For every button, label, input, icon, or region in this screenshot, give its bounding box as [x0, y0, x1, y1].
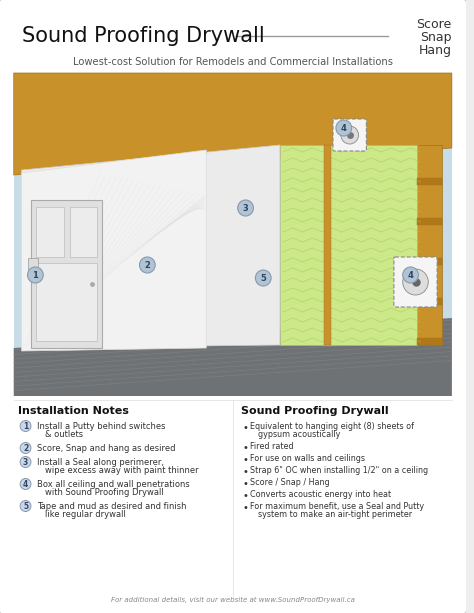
Circle shape — [336, 120, 352, 136]
Text: 1: 1 — [32, 270, 38, 280]
Text: •: • — [243, 491, 248, 501]
FancyBboxPatch shape — [333, 119, 366, 151]
Text: For additional details, visit our website at www.SoundProofDrywall.ca: For additional details, visit our websit… — [111, 597, 355, 603]
Polygon shape — [418, 218, 442, 225]
Polygon shape — [22, 145, 280, 348]
Circle shape — [238, 200, 254, 216]
Circle shape — [139, 257, 155, 273]
Text: •: • — [243, 503, 248, 513]
Text: Converts acoustic energy into heat: Converts acoustic energy into heat — [250, 490, 392, 499]
Bar — [36, 263, 97, 341]
Text: •: • — [243, 479, 248, 489]
Circle shape — [403, 267, 419, 283]
Polygon shape — [86, 170, 108, 200]
Polygon shape — [22, 150, 206, 351]
Circle shape — [20, 479, 31, 490]
Text: Score: Score — [417, 18, 452, 31]
FancyBboxPatch shape — [394, 257, 437, 307]
Text: Fired rated: Fired rated — [250, 442, 294, 451]
Bar — [324, 145, 331, 345]
Text: 5: 5 — [260, 273, 266, 283]
Text: Sound Proofing Drywall: Sound Proofing Drywall — [22, 26, 264, 46]
Circle shape — [20, 443, 31, 454]
Polygon shape — [167, 166, 189, 196]
Polygon shape — [352, 154, 373, 184]
Circle shape — [20, 421, 31, 432]
Bar — [14, 73, 452, 396]
Polygon shape — [257, 160, 279, 190]
Polygon shape — [280, 145, 418, 345]
Text: Score, Snap and hang as desired: Score, Snap and hang as desired — [37, 444, 176, 453]
Circle shape — [20, 500, 31, 511]
Text: with Sound Proofing Drywall: with Sound Proofing Drywall — [45, 488, 164, 497]
Circle shape — [341, 126, 358, 144]
Text: Install a Putty behind switches: Install a Putty behind switches — [37, 422, 166, 431]
Circle shape — [255, 270, 271, 286]
Bar — [31, 200, 102, 348]
Text: •: • — [243, 455, 248, 465]
Text: •: • — [243, 423, 248, 433]
Polygon shape — [418, 338, 442, 345]
Text: 4: 4 — [23, 479, 28, 489]
Text: •: • — [243, 467, 248, 477]
Polygon shape — [14, 73, 452, 175]
Text: Box all ceiling and wall penetrations: Box all ceiling and wall penetrations — [37, 480, 190, 489]
Text: system to make an air-tight perimeter: system to make an air-tight perimeter — [258, 510, 412, 519]
Circle shape — [403, 269, 428, 295]
Text: 5: 5 — [23, 501, 28, 511]
Polygon shape — [418, 298, 442, 305]
Text: 2: 2 — [23, 443, 28, 452]
Text: Sound Proofing Drywall: Sound Proofing Drywall — [241, 406, 388, 416]
Polygon shape — [418, 178, 442, 185]
Text: Strap 6" OC when installing 1/2" on a ceiling: Strap 6" OC when installing 1/2" on a ce… — [250, 466, 428, 475]
Text: 3: 3 — [23, 457, 28, 466]
Polygon shape — [14, 318, 452, 396]
Polygon shape — [49, 173, 71, 203]
Text: Tape and mud as desired and finish: Tape and mud as desired and finish — [37, 502, 187, 511]
Polygon shape — [304, 157, 326, 187]
Text: Installation Notes: Installation Notes — [18, 406, 128, 416]
Polygon shape — [418, 258, 442, 265]
Text: 1: 1 — [23, 422, 28, 430]
Bar — [70, 207, 97, 257]
Text: For maximum benefit, use a Seal and Putty: For maximum benefit, use a Seal and Putt… — [250, 502, 425, 511]
Polygon shape — [211, 163, 233, 193]
Text: & outlets: & outlets — [45, 430, 83, 439]
Text: Install a Seal along perimerer,: Install a Seal along perimerer, — [37, 458, 164, 467]
Text: Score / Snap / Hang: Score / Snap / Hang — [250, 478, 330, 487]
Polygon shape — [126, 168, 147, 198]
Text: Equivalent to hanging eight (8) sheets of: Equivalent to hanging eight (8) sheets o… — [250, 422, 414, 431]
Text: 2: 2 — [145, 261, 150, 270]
Bar — [36, 207, 64, 257]
Text: For use on walls and ceilings: For use on walls and ceilings — [250, 454, 365, 463]
Text: 4: 4 — [341, 123, 347, 132]
Text: 4: 4 — [408, 270, 413, 280]
Polygon shape — [418, 145, 442, 345]
Bar — [28, 258, 38, 272]
Circle shape — [20, 457, 31, 468]
Text: 3: 3 — [243, 204, 248, 213]
Text: gypsum acoustically: gypsum acoustically — [258, 430, 341, 439]
Text: Snap: Snap — [420, 31, 452, 44]
Text: Lowest-cost Solution for Remodels and Commercial Installations: Lowest-cost Solution for Remodels and Co… — [73, 57, 393, 67]
Text: like regular drywall: like regular drywall — [45, 510, 126, 519]
Text: Hang: Hang — [419, 44, 452, 57]
Text: wipe excess away with paint thinner: wipe excess away with paint thinner — [45, 466, 199, 475]
Text: •: • — [243, 443, 248, 453]
Circle shape — [27, 267, 43, 283]
